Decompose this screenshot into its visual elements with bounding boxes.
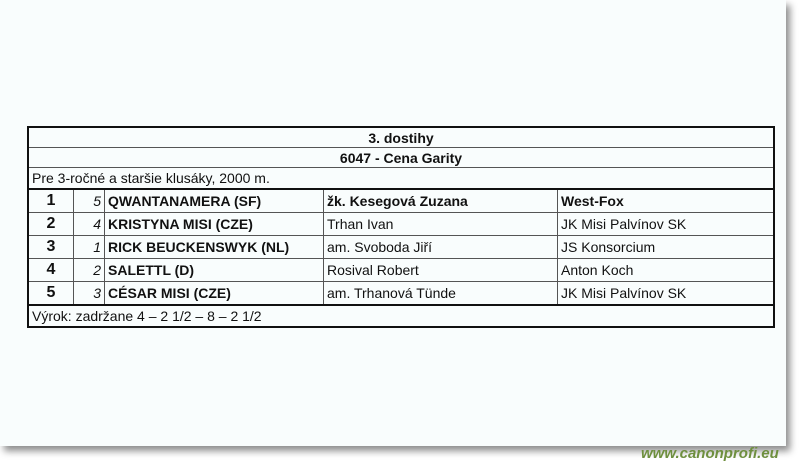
start-number: 4 (73, 212, 105, 236)
driver: am. Svoboda Jiří (323, 235, 558, 259)
driver: am. Trhanová Tünde (323, 281, 558, 306)
verdict: Výrok: zadržane 4 – 2 1/2 – 8 – 2 1/2 (27, 304, 775, 328)
start-number: 5 (73, 188, 105, 213)
owner: Anton Koch (557, 258, 775, 282)
table-row: 4 2 SALETTL (D) Rosival Robert Anton Koc… (27, 258, 775, 282)
race-description: Pre 3-ročné a staršie klusáky, 2000 m. (27, 167, 775, 190)
owner: JK Misi Palvínov SK (557, 212, 775, 236)
horse: CÉSAR MISI (CZE) (104, 281, 324, 306)
race-title: 3. dostihy (27, 126, 775, 148)
driver: žk. Kesegová Zuzana (323, 188, 558, 213)
table-row: 1 5 QWANTANAMERA (SF) žk. Kesegová Zuzan… (27, 188, 775, 213)
start-number: 2 (73, 258, 105, 282)
document-page: 3. dostihy 6047 - Cena Garity Pre 3-ročn… (27, 126, 775, 328)
owner: West-Fox (557, 188, 775, 213)
race-results-table: 3. dostihy 6047 - Cena Garity Pre 3-ročn… (27, 126, 775, 328)
table-row: 2 4 KRISTYNA MISI (CZE) Trhan Ivan JK Mi… (27, 212, 775, 236)
owner: JK Misi Palvínov SK (557, 281, 775, 306)
place: 3 (27, 235, 74, 259)
horse: QWANTANAMERA (SF) (104, 188, 324, 213)
place: 4 (27, 258, 74, 282)
table-row: 3 1 RICK BEUCKENSWYK (NL) am. Svoboda Ji… (27, 235, 775, 259)
owner: JS Konsorcium (557, 235, 775, 259)
horse: KRISTYNA MISI (CZE) (104, 212, 324, 236)
horse: RICK BEUCKENSWYK (NL) (104, 235, 324, 259)
race-name: 6047 - Cena Garity (27, 147, 775, 168)
start-number: 1 (73, 235, 105, 259)
driver: Rosival Robert (323, 258, 558, 282)
place: 5 (27, 281, 74, 306)
table-row: 5 3 CÉSAR MISI (CZE) am. Trhanová Tünde … (27, 281, 775, 306)
place: 2 (27, 212, 74, 236)
watermark: www.canonprofi.eu (641, 445, 779, 462)
driver: Trhan Ivan (323, 212, 558, 236)
place: 1 (27, 188, 74, 213)
start-number: 3 (73, 281, 105, 306)
horse: SALETTL (D) (104, 258, 324, 282)
